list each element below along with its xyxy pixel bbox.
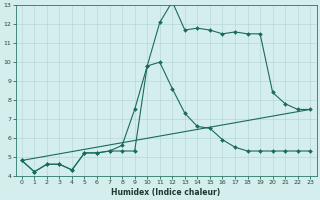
X-axis label: Humidex (Indice chaleur): Humidex (Indice chaleur) xyxy=(111,188,221,197)
